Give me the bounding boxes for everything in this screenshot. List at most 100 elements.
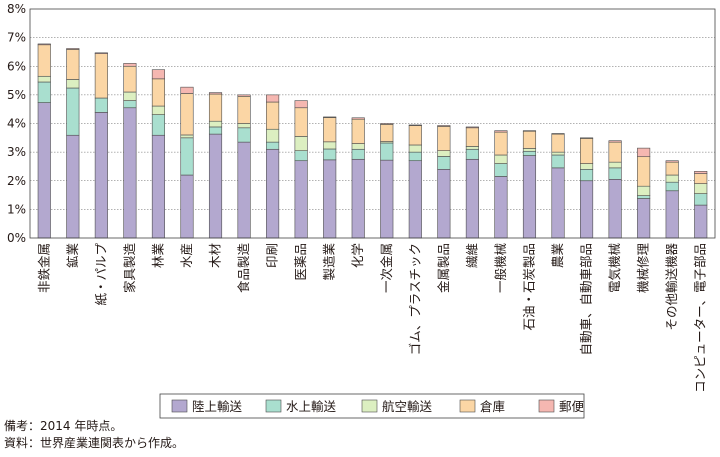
x-category-label: 水産	[179, 243, 194, 268]
bar-segment	[437, 156, 451, 170]
bar-segment	[665, 161, 679, 176]
bar-segment	[180, 134, 194, 139]
bar-segment	[151, 105, 165, 115]
bar-segment	[494, 130, 508, 133]
bar-segment	[408, 160, 422, 239]
x-category-label: 紙・パルプ	[93, 243, 108, 306]
y-tick-label: 6%	[7, 59, 26, 73]
x-category-label: 金属製品	[436, 243, 451, 293]
bar-segment	[323, 116, 337, 118]
bar-segment	[437, 169, 451, 239]
bar-segment	[694, 173, 708, 184]
bar-segment	[380, 142, 394, 161]
bar-segment	[180, 93, 194, 136]
bar-segment	[37, 75, 51, 83]
bar-segment	[665, 174, 679, 183]
x-category-label: 印刷	[265, 243, 280, 268]
bar-segment	[522, 150, 537, 156]
bar-segment	[180, 174, 194, 239]
x-category-label: 繊維	[464, 243, 479, 268]
x-category-label: 食品製造	[236, 243, 251, 294]
y-tick-label: 5%	[7, 88, 26, 102]
x-category-label: 石油・石炭製品	[521, 243, 536, 331]
bar-segment	[494, 131, 508, 156]
bar-segment	[151, 114, 165, 136]
bar-segment	[465, 127, 479, 147]
bar-segment	[494, 154, 508, 164]
chart-notes: 備考：2014 年時点。 資料：世界産業連関表から作成。	[4, 418, 184, 452]
legend-swatch	[265, 399, 282, 413]
x-axis-labels: 非鉄金属 鉱業 紙・パルプ 家具製造 林業 水産 木材 食品製造 印刷 医薬品 製造業 化学 一次金属ゴ…	[36, 243, 707, 393]
bar-segment	[37, 43, 51, 46]
x-category-label: 木材	[208, 243, 223, 268]
x-category-label: ゴム、プラスチック	[407, 243, 422, 355]
bar-segment	[465, 148, 479, 160]
bar-segment	[208, 92, 223, 95]
note-source: 資料：世界産業連関表から作成。	[4, 436, 185, 450]
bar-segment	[208, 126, 223, 135]
bar-segment	[94, 52, 108, 54]
bar-segment	[380, 123, 394, 125]
y-tick-label: 4%	[7, 117, 26, 131]
bar-segment	[37, 44, 51, 77]
bar-segment	[66, 79, 80, 89]
bar-segment	[123, 107, 137, 239]
bar-segment	[180, 137, 194, 176]
bar-segment	[351, 118, 365, 144]
bar-segment	[522, 130, 537, 149]
bar-segment	[237, 94, 251, 97]
bar-segment	[66, 49, 80, 80]
bar-segment	[665, 160, 679, 163]
bar-segment	[151, 78, 165, 107]
y-tick-label: 8%	[7, 2, 26, 16]
y-tick-label: 2%	[7, 174, 26, 188]
x-category-label: 一般機械	[493, 243, 508, 294]
bar-segment	[294, 107, 308, 137]
x-category-label: 医薬品	[293, 243, 308, 281]
gridlines	[30, 37, 715, 210]
bar-segment	[180, 86, 194, 94]
bar-segment	[237, 96, 251, 124]
legend-swatch	[538, 399, 555, 413]
bar-segment	[494, 163, 508, 177]
bar-segment	[266, 141, 280, 150]
bar-segment	[522, 130, 537, 132]
bar-segment	[380, 124, 394, 142]
bar-segment	[551, 151, 565, 156]
bar-segment	[294, 136, 308, 151]
bar-segment	[637, 147, 651, 158]
bar-segment	[123, 91, 137, 101]
bar-segment	[266, 128, 280, 143]
y-axis-ticks: 0% 1% 2% 3% 4% 5% 6% 7% 8%	[7, 2, 26, 245]
bar-segment	[66, 48, 80, 50]
bar-segment	[266, 101, 280, 130]
bar-segment	[408, 144, 422, 153]
bar-segment	[323, 159, 337, 239]
x-category-label: 一次金属	[379, 243, 394, 293]
bar-segment	[151, 69, 165, 80]
bar-segment	[437, 125, 451, 127]
bar-segment	[694, 193, 708, 206]
bar-segment	[408, 151, 422, 162]
bar-segment	[208, 133, 223, 239]
bar-segment	[123, 63, 137, 67]
x-category-label: 非鉄金属	[36, 243, 51, 293]
bar-segment	[637, 195, 651, 199]
bar-segment	[580, 169, 594, 182]
bar-segment	[580, 163, 594, 170]
x-category-label: コンピューター、電子部品	[693, 243, 708, 393]
bar-segment	[551, 133, 565, 135]
bar-segment	[551, 154, 565, 169]
y-tick-label: 7%	[7, 31, 26, 45]
bar-segment	[580, 137, 594, 139]
bar-segment	[151, 134, 165, 239]
bar-segment	[123, 100, 137, 109]
x-category-label: 鉱業	[65, 243, 80, 269]
bar-segment	[694, 171, 708, 174]
bar-segment	[494, 176, 508, 239]
x-category-label: 農業	[550, 243, 565, 269]
bar-segment	[208, 93, 223, 122]
legend-label: 水上輸送	[286, 399, 337, 414]
bar-segment	[37, 102, 51, 239]
plot-frame	[29, 8, 716, 239]
